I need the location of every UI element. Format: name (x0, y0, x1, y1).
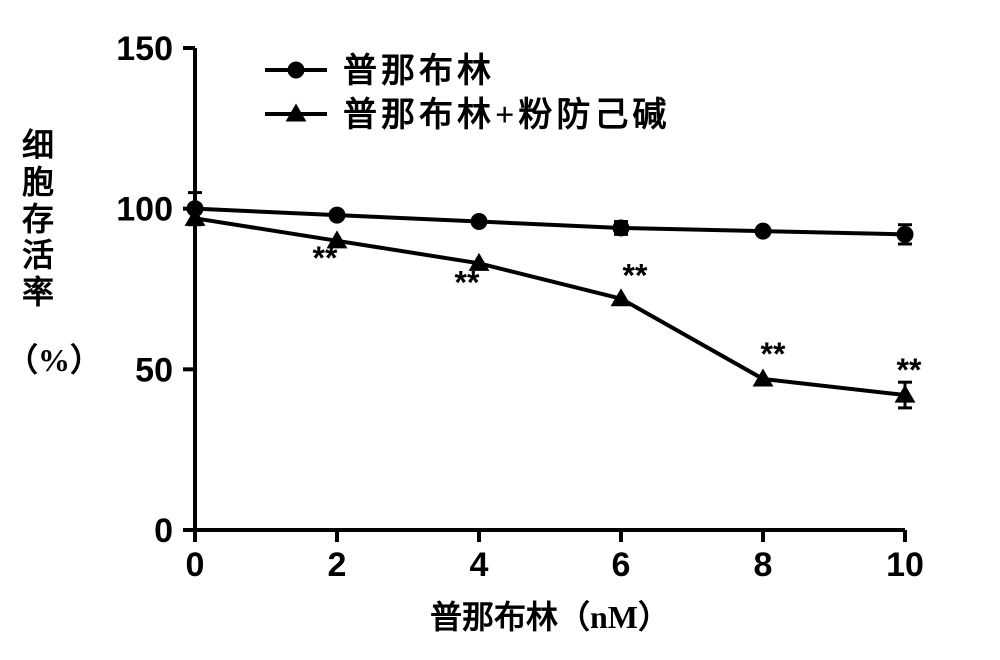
marker-circle-plinabulin (471, 213, 488, 230)
marker-circle-legend-plinabulin (288, 62, 305, 79)
significance-marker: ** (897, 352, 922, 388)
x-axis-label: 普那布林（nM） (430, 599, 670, 635)
x-tick-label: 6 (612, 546, 631, 584)
x-tick-label: 0 (186, 546, 205, 584)
y-axis-label-char: 胞 (22, 164, 54, 201)
significance-marker: ** (313, 240, 338, 276)
marker-circle-plinabulin (897, 226, 914, 243)
x-tick-label: 4 (470, 546, 489, 584)
y-axis-label-char: 细 (22, 127, 54, 164)
y-axis-label-main: 细胞存活率 (22, 127, 54, 311)
y-tick-label: 100 (116, 191, 173, 229)
y-tick-label: 50 (135, 351, 173, 389)
x-tick-label: 8 (754, 546, 773, 584)
y-axis-label-char: 率 (22, 274, 54, 311)
y-tick-label: 0 (154, 512, 173, 550)
line-chart: 0 2 4 6 8 10 普那布林（nM） 0 50 100 150 ** ** ** ** ** 普那布林普那… (0, 0, 1000, 660)
legend-label-plinabulin: 普那布林 (343, 52, 495, 90)
y-axis-label-char: 活 (22, 237, 54, 274)
marker-circle-plinabulin (329, 207, 346, 224)
significance-marker: ** (761, 336, 786, 372)
x-tick-label: 10 (886, 546, 924, 584)
significance-marker: ** (455, 264, 480, 300)
marker-circle-plinabulin (613, 219, 630, 236)
chart-container: 0 2 4 6 8 10 普那布林（nM） 0 50 100 150 ** ** ** ** ** 普那布林普那… (0, 0, 1000, 660)
significance-marker: ** (623, 258, 648, 294)
marker-circle-plinabulin (755, 223, 772, 240)
legend-label-plinabulin_tet: 普那布林+粉防己碱 (343, 96, 670, 134)
x-tick-label: 2 (328, 546, 347, 584)
y-axis-label-unit: （%） (6, 335, 102, 381)
y-tick-label: 150 (116, 30, 173, 68)
y-axis-label-char: 存 (22, 201, 54, 238)
